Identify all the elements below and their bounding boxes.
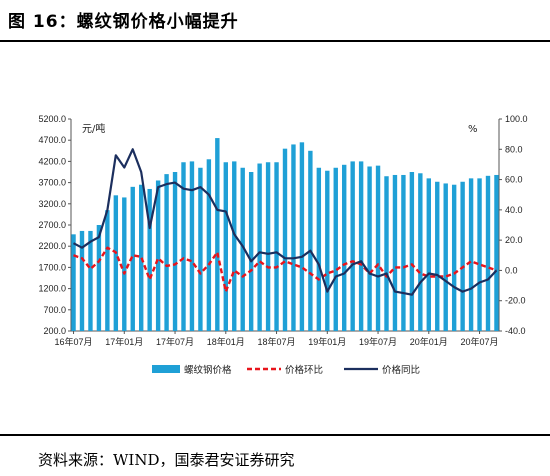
x-axis-tick-label: 18年07月: [258, 336, 296, 347]
right-axis-tick-label: -40.0: [505, 326, 526, 336]
x-axis-tick-label: 19年07月: [359, 336, 397, 347]
bar: [206, 159, 212, 331]
bar: [274, 162, 279, 331]
left-axis-tick-label: 4700.0: [38, 135, 66, 145]
bar: [215, 138, 220, 331]
legend-swatch-bar: [152, 365, 180, 373]
bar: [155, 180, 161, 331]
legend-label-yoy: 价格同比: [382, 364, 420, 376]
bar: [443, 183, 448, 331]
right-axis-tick-label: 0.0: [505, 265, 518, 275]
bar: [130, 186, 135, 331]
bar: [358, 161, 364, 331]
bar: [477, 178, 482, 331]
left-axis-tick-label: 700.0: [43, 305, 66, 315]
bar: [105, 210, 110, 331]
bar: [367, 166, 372, 331]
x-axis-tick-label: 17年07月: [156, 336, 194, 347]
right-axis-unit: %: [468, 124, 478, 135]
bar: [79, 230, 85, 331]
bar: [325, 170, 330, 331]
source-note: 资料来源：WIND，国泰君安证券研究: [38, 451, 295, 469]
bar: [172, 172, 178, 331]
bar: [460, 181, 465, 331]
bar: [240, 167, 245, 331]
bar: [375, 165, 381, 331]
left-axis-tick-label: 5200.0: [38, 114, 66, 124]
right-axis-tick-label: 80.0: [505, 144, 523, 154]
bar: [451, 184, 457, 331]
bar: [401, 174, 406, 331]
bar: [248, 172, 254, 331]
bar: [122, 197, 127, 331]
left-axis-tick-label: 1700.0: [38, 262, 66, 272]
bar: [299, 142, 305, 331]
bar: [164, 174, 169, 331]
chart: 5200.0 4700.0 4200.0 3700.0 3200.0 2700.0 2200…: [38, 114, 528, 376]
bar: [426, 178, 431, 331]
yoy-line: [72, 148, 498, 296]
top-rule: [0, 40, 550, 42]
bar: [308, 150, 313, 331]
right-axis-tick-label: 40.0: [505, 205, 523, 215]
bar: [71, 234, 76, 331]
legend-label-bar: 螺纹钢价格: [184, 364, 232, 376]
bar: [409, 172, 415, 331]
right-axis-tick-label: 20.0: [505, 235, 523, 245]
bar: [96, 225, 102, 331]
bar: [232, 161, 237, 331]
bar: [392, 174, 398, 331]
bar: [316, 167, 322, 331]
bar: [291, 144, 296, 331]
bottom-rule: [0, 434, 550, 436]
bar: [282, 148, 288, 331]
bar: [257, 163, 262, 331]
left-axis-tick-label: 4200.0: [38, 156, 66, 166]
x-axis-tick-label: 18年01月: [207, 336, 245, 347]
x-axis-tick-label: 20年07月: [461, 336, 499, 347]
bar: [198, 167, 203, 331]
bar: [265, 162, 271, 331]
right-axis-tick-label: 100.0: [505, 114, 528, 124]
bar: [333, 167, 338, 331]
x-axis-tick-label: 17年01月: [105, 336, 143, 347]
bar: [485, 175, 491, 331]
right-axis-tick-label: -20.0: [505, 296, 526, 306]
bar: [468, 178, 474, 331]
x-axis-tick-label: 16年07月: [55, 336, 93, 347]
bar: [494, 174, 499, 331]
right-axis-tick-label: 60.0: [505, 175, 523, 185]
left-axis-tick-label: 1200.0: [38, 284, 66, 294]
figure-title: 图 16：螺纹钢价格小幅提升: [8, 12, 239, 32]
bar: [189, 161, 195, 331]
left-axis-tick-label: 2200.0: [38, 241, 66, 251]
bar: [181, 162, 186, 331]
legend-label-mom: 价格环比: [285, 364, 323, 376]
left-axis-tick-label: 2700.0: [38, 220, 66, 230]
bar: [113, 195, 119, 331]
bar: [418, 173, 423, 331]
bar: [342, 164, 347, 331]
left-axis-tick-label: 200.0: [43, 326, 66, 336]
bar: [147, 188, 152, 331]
left-axis-tick-label: 3700.0: [38, 178, 66, 188]
bar: [435, 181, 440, 331]
bar: [350, 161, 355, 331]
bar: [223, 162, 228, 331]
bar: [88, 230, 93, 331]
bar: [384, 176, 389, 331]
x-axis-tick-label: 20年01月: [410, 336, 448, 347]
left-axis-unit: 元/吨: [82, 122, 105, 135]
left-axis-tick-label: 3200.0: [38, 199, 66, 209]
x-axis-tick-label: 19年01月: [308, 336, 346, 347]
